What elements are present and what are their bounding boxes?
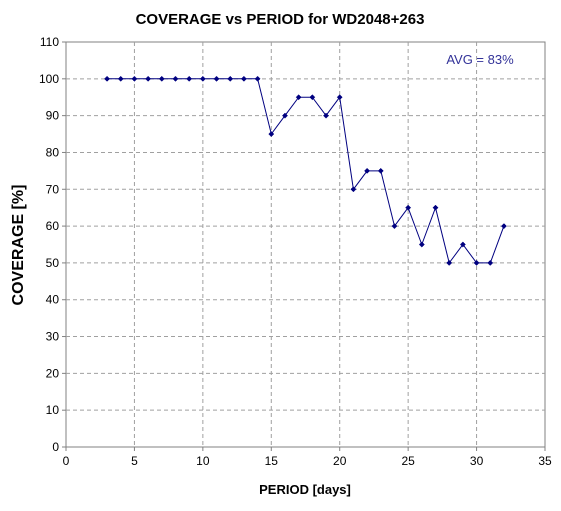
series — [104, 75, 507, 266]
chart-title: COVERAGE vs PERIOD for WD2048+263 — [136, 11, 425, 28]
data-point — [391, 223, 398, 230]
y-tick-label: 50 — [46, 256, 60, 270]
x-tick-label: 0 — [63, 454, 70, 468]
data-point — [364, 167, 371, 174]
x-tick-label: 20 — [333, 454, 347, 468]
data-point — [336, 94, 343, 101]
x-tick-label: 5 — [131, 454, 138, 468]
x-tick-label: 10 — [196, 454, 210, 468]
x-tick-label: 30 — [470, 454, 484, 468]
y-axis-label: COVERAGE [%] — [10, 185, 27, 306]
data-point — [282, 112, 288, 119]
data-point — [295, 94, 302, 101]
axes: 0 10 20 30 40 50 60 70 80 90 100 110 0 5 10 15 20 25 30 35 — [39, 35, 552, 468]
data-point — [377, 167, 384, 174]
y-tick-label: 60 — [46, 219, 60, 233]
data-point — [309, 94, 316, 101]
data-point — [158, 75, 165, 82]
data-point — [350, 186, 357, 193]
avg-annotation: AVG = 83% — [446, 52, 514, 67]
y-tick-label: 80 — [46, 145, 60, 159]
data-point — [145, 75, 152, 82]
data-point — [446, 259, 453, 266]
y-tick-label: 110 — [40, 35, 59, 49]
x-tick-label: 35 — [538, 454, 552, 468]
data-point — [418, 241, 425, 248]
x-tick-label: 25 — [401, 454, 415, 468]
data-point — [213, 75, 220, 82]
data-point — [268, 131, 275, 137]
data-point — [240, 75, 247, 82]
y-tick-label: 90 — [46, 109, 60, 123]
y-tick-label: 30 — [46, 330, 60, 344]
data-point — [405, 204, 412, 211]
data-point — [172, 75, 179, 82]
data-point — [323, 112, 329, 119]
y-tick-label: 40 — [46, 293, 60, 307]
data-point — [459, 241, 466, 248]
x-axis-label: PERIOD [days] — [259, 482, 351, 497]
data-point — [186, 75, 193, 82]
y-tick-label: 10 — [46, 403, 60, 417]
data-point — [227, 75, 234, 82]
data-point — [117, 75, 124, 82]
x-tick-label: 15 — [265, 454, 279, 468]
data-point — [254, 75, 261, 82]
data-point — [500, 223, 507, 230]
data-point — [473, 259, 480, 266]
y-tick-label: 20 — [46, 366, 60, 380]
y-tick-label: 100 — [39, 72, 59, 86]
data-point — [104, 75, 111, 82]
data-point — [487, 259, 494, 266]
y-tick-label: 70 — [46, 182, 60, 196]
grid — [66, 42, 545, 447]
data-point — [432, 204, 439, 211]
plot-area — [65, 41, 546, 448]
data-point — [199, 75, 206, 82]
data-point — [131, 75, 138, 82]
y-tick-label: 0 — [52, 440, 59, 454]
